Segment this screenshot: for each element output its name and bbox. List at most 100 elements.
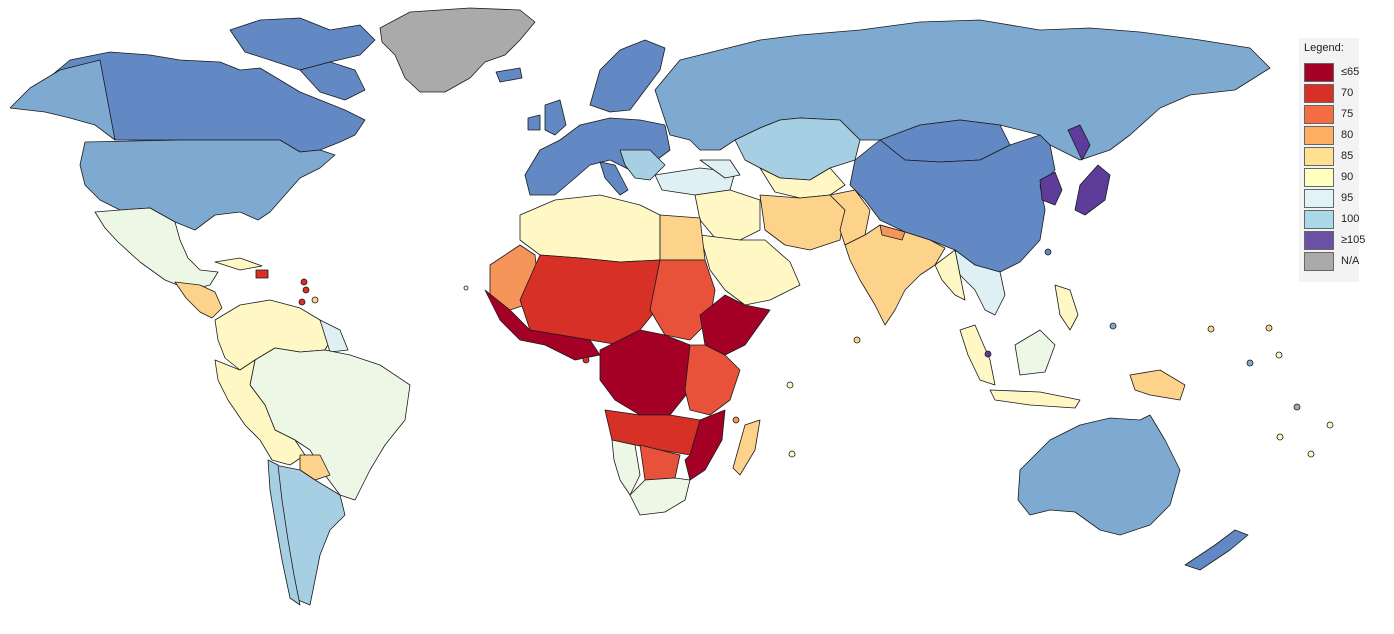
region-india bbox=[844, 224, 946, 326]
island-pacific-7 bbox=[1293, 403, 1301, 411]
island-pacific-2 bbox=[1109, 322, 1117, 330]
region-paraguay bbox=[299, 454, 331, 481]
legend-item: N/A bbox=[1304, 252, 1359, 273]
legend-item: 80 bbox=[1304, 126, 1359, 147]
region-italy bbox=[599, 161, 629, 196]
legend-item: 100 bbox=[1304, 210, 1359, 231]
legend-swatch bbox=[1304, 105, 1334, 124]
region-east-africa bbox=[684, 344, 741, 416]
island-pacific-6 bbox=[1275, 351, 1283, 359]
legend-title: Legend: bbox=[1304, 42, 1344, 54]
region-central-africa bbox=[599, 329, 691, 416]
region-png bbox=[1129, 369, 1186, 401]
region-china bbox=[849, 134, 1056, 273]
region-arabia bbox=[699, 234, 801, 306]
legend-label: 95 bbox=[1341, 192, 1354, 204]
island-indian-3 bbox=[732, 416, 740, 424]
region-levant-iraq bbox=[694, 189, 761, 241]
legend-swatch bbox=[1304, 231, 1334, 250]
island-pacific-5 bbox=[1246, 359, 1254, 367]
region-usa bbox=[79, 139, 336, 231]
region-greenland bbox=[379, 7, 536, 93]
legend-item: ≤65 bbox=[1304, 63, 1359, 84]
region-balkans bbox=[619, 149, 666, 181]
island-pacific-10 bbox=[1307, 450, 1315, 458]
island-pacific-4 bbox=[1265, 324, 1273, 332]
legend-swatch bbox=[1304, 126, 1334, 145]
island-pacific-3 bbox=[1207, 325, 1215, 333]
legend-item: 75 bbox=[1304, 105, 1359, 126]
island-sea-2 bbox=[1044, 248, 1052, 256]
legend-item: 90 bbox=[1304, 168, 1359, 189]
island-caribbean-3 bbox=[298, 298, 306, 306]
region-borneo bbox=[1014, 329, 1056, 376]
island-indian-2 bbox=[788, 450, 796, 458]
region-korea bbox=[1039, 171, 1063, 206]
legend-swatch bbox=[1304, 168, 1334, 187]
island-pacific-8 bbox=[1326, 421, 1334, 429]
region-iceland bbox=[495, 67, 523, 83]
region-alaska bbox=[9, 59, 116, 141]
island-caribbean-1 bbox=[300, 278, 308, 286]
legend-label: 70 bbox=[1341, 87, 1354, 99]
region-caucasus bbox=[699, 159, 741, 179]
legend-label: N/A bbox=[1341, 255, 1360, 267]
island-sea-1 bbox=[984, 350, 992, 358]
region-nepal bbox=[879, 224, 906, 241]
region-cuba bbox=[214, 257, 263, 271]
region-japan-north bbox=[1067, 124, 1091, 161]
legend-label: ≤65 bbox=[1341, 66, 1360, 78]
legend-swatch bbox=[1304, 189, 1334, 208]
region-central-asia bbox=[759, 167, 846, 199]
region-new-zealand bbox=[1184, 529, 1249, 571]
legend-item: 70 bbox=[1304, 84, 1359, 105]
region-sudan bbox=[649, 259, 716, 341]
legend-item: ≥105 bbox=[1304, 231, 1365, 252]
legend-label: 90 bbox=[1341, 171, 1354, 183]
legend-item: 85 bbox=[1304, 147, 1359, 168]
legend-label: ≥105 bbox=[1341, 234, 1366, 246]
island-pacific-9 bbox=[1276, 433, 1284, 441]
legend-item: 95 bbox=[1304, 189, 1359, 210]
island-caribbean-4 bbox=[311, 296, 319, 304]
region-scandinavia bbox=[589, 39, 666, 113]
region-guyanas bbox=[319, 319, 349, 353]
legend-label: 75 bbox=[1341, 108, 1354, 120]
legend-panel: Legend: ≤65 70 75 80 85 90 95 100 ≥105 N/A bbox=[1299, 38, 1365, 282]
legend-swatch bbox=[1304, 63, 1334, 82]
legend-swatch bbox=[1304, 84, 1334, 103]
region-sumatra-java bbox=[989, 389, 1081, 409]
region-haiti bbox=[255, 269, 269, 279]
legend-swatch bbox=[1304, 210, 1334, 229]
legend-label: 100 bbox=[1341, 213, 1360, 225]
region-philippines bbox=[1054, 284, 1079, 331]
region-myanmar bbox=[934, 249, 966, 301]
region-central-america bbox=[174, 281, 223, 319]
legend-label: 80 bbox=[1341, 129, 1354, 141]
region-north-africa-west bbox=[519, 194, 661, 263]
legend-swatch bbox=[1304, 252, 1334, 271]
region-baffin bbox=[299, 61, 366, 101]
region-uk bbox=[544, 99, 567, 136]
region-madagascar bbox=[732, 419, 761, 476]
region-arctic-islands bbox=[229, 17, 376, 71]
island-caribbean-2 bbox=[302, 286, 310, 294]
island-atlantic-2 bbox=[582, 356, 590, 364]
region-australia bbox=[1017, 414, 1181, 536]
region-ireland bbox=[527, 114, 541, 131]
region-namibia-botswana bbox=[611, 439, 641, 496]
region-indochina bbox=[954, 249, 1006, 316]
region-mozambique bbox=[684, 409, 726, 481]
island-atlantic-1 bbox=[463, 285, 469, 291]
region-malay-peninsula bbox=[959, 324, 996, 386]
legend-swatch bbox=[1304, 147, 1334, 166]
island-indian-1 bbox=[786, 381, 794, 389]
region-mexico bbox=[94, 207, 219, 291]
region-chile bbox=[267, 459, 301, 606]
region-japan bbox=[1074, 164, 1111, 216]
region-egypt bbox=[659, 214, 706, 261]
region-iran bbox=[759, 194, 846, 251]
legend-label: 85 bbox=[1341, 150, 1354, 162]
island-pacific-1 bbox=[853, 336, 861, 344]
